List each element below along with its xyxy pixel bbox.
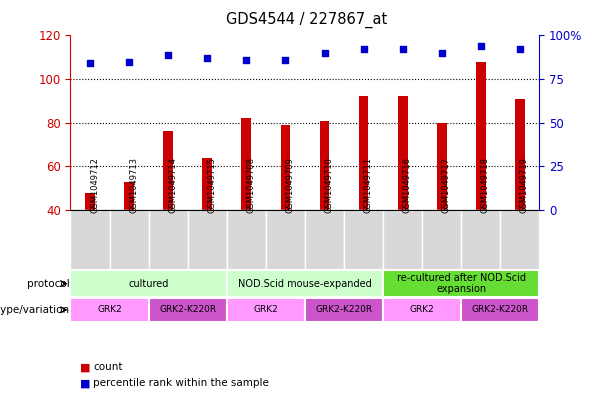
Point xyxy=(163,51,173,58)
Point xyxy=(476,43,485,49)
Bar xyxy=(383,298,462,322)
Text: genotype/variation: genotype/variation xyxy=(0,305,70,315)
Text: NOD.Scid mouse-expanded: NOD.Scid mouse-expanded xyxy=(238,279,372,288)
Text: GSM1049715: GSM1049715 xyxy=(207,157,216,213)
Bar xyxy=(85,193,95,210)
Point xyxy=(398,46,408,53)
Bar xyxy=(227,298,305,322)
Bar xyxy=(319,121,329,210)
Bar xyxy=(462,210,500,270)
Bar xyxy=(266,210,305,270)
Text: GSM1049713: GSM1049713 xyxy=(129,157,138,213)
Text: ■: ■ xyxy=(80,378,90,388)
Bar xyxy=(462,298,539,322)
Bar xyxy=(500,210,539,270)
Text: GRK2: GRK2 xyxy=(410,305,435,314)
Point xyxy=(515,46,525,53)
Text: cultured: cultured xyxy=(129,279,169,288)
Text: protocol: protocol xyxy=(27,279,70,288)
Bar xyxy=(437,123,447,210)
Text: GSM1049714: GSM1049714 xyxy=(168,157,177,213)
Bar xyxy=(305,298,383,322)
Bar xyxy=(422,210,462,270)
Text: re-cultured after NOD.Scid
expansion: re-cultured after NOD.Scid expansion xyxy=(397,273,526,294)
Point xyxy=(319,50,329,56)
Point xyxy=(242,57,251,63)
Text: GSM1049708: GSM1049708 xyxy=(246,157,256,213)
Text: GSM1049716: GSM1049716 xyxy=(403,157,412,213)
Bar xyxy=(70,270,227,297)
Text: GRK2: GRK2 xyxy=(254,305,278,314)
Text: GSM1049712: GSM1049712 xyxy=(90,157,99,213)
Bar xyxy=(188,210,227,270)
Point xyxy=(85,60,95,66)
Text: GRK2: GRK2 xyxy=(97,305,122,314)
Bar xyxy=(359,97,368,210)
Bar xyxy=(242,118,251,210)
Text: GRK2-K220R: GRK2-K220R xyxy=(159,305,216,314)
Bar xyxy=(383,270,539,297)
Text: GSM1049710: GSM1049710 xyxy=(324,157,333,213)
Bar xyxy=(281,125,291,210)
Text: GSM1049719: GSM1049719 xyxy=(520,157,529,213)
Point xyxy=(437,50,447,56)
Text: GSM1049717: GSM1049717 xyxy=(442,157,451,213)
Text: GSM1049718: GSM1049718 xyxy=(481,157,490,213)
Point xyxy=(281,57,291,63)
Bar xyxy=(163,131,173,210)
Point xyxy=(202,55,212,61)
Bar xyxy=(70,210,110,270)
Bar xyxy=(70,298,149,322)
Point xyxy=(124,59,134,65)
Text: GRK2-K220R: GRK2-K220R xyxy=(472,305,529,314)
Text: ■: ■ xyxy=(80,362,90,373)
Bar xyxy=(149,298,227,322)
Text: GSM1049709: GSM1049709 xyxy=(286,157,294,213)
Bar xyxy=(227,270,383,297)
Bar xyxy=(398,97,408,210)
Bar xyxy=(383,210,422,270)
Bar xyxy=(305,210,344,270)
Bar xyxy=(515,99,525,210)
Text: count: count xyxy=(93,362,123,373)
Bar xyxy=(344,210,383,270)
Bar xyxy=(149,210,188,270)
Bar xyxy=(202,158,212,210)
Bar xyxy=(110,210,149,270)
Point xyxy=(359,46,368,53)
Text: GRK2-K220R: GRK2-K220R xyxy=(316,305,373,314)
Text: percentile rank within the sample: percentile rank within the sample xyxy=(93,378,269,388)
Bar xyxy=(227,210,266,270)
Text: GDS4544 / 227867_at: GDS4544 / 227867_at xyxy=(226,12,387,28)
Bar xyxy=(124,182,134,210)
Text: GSM1049711: GSM1049711 xyxy=(364,157,373,213)
Bar xyxy=(476,62,485,210)
